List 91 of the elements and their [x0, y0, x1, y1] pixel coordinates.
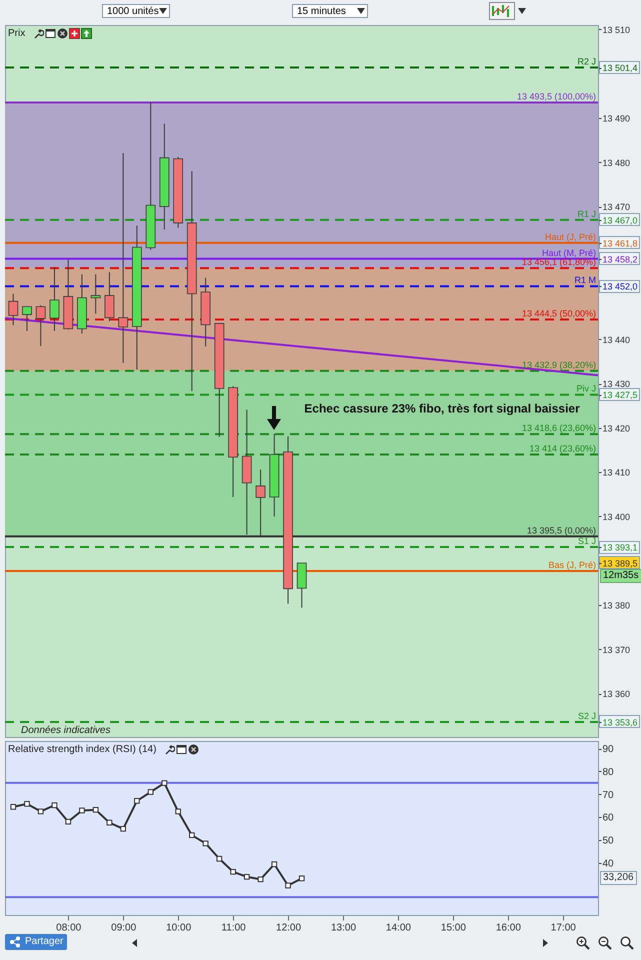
- y-tick-label: 13 353,6: [602, 717, 638, 728]
- point: [134, 798, 140, 804]
- point: [175, 808, 181, 814]
- ref-line-label: Haut (M, Pré): [542, 248, 596, 258]
- x-tick-label: 11:00: [221, 922, 246, 934]
- ref-line-label: S2 J: [578, 710, 596, 721]
- ref-line-label: R1 J: [577, 208, 596, 219]
- point: [120, 826, 126, 832]
- x-tick-label: 16:00: [496, 922, 522, 934]
- x-tick-label: 09:00: [111, 922, 137, 934]
- y-tick-label: 13 410: [602, 468, 630, 478]
- y-tick-label: 13 393,1: [602, 542, 638, 553]
- ref-line-label: R1 M: [574, 275, 596, 286]
- ref-line-label: 13 414 (23,60%): [529, 444, 596, 454]
- y-tick-label: 13 370: [602, 644, 630, 655]
- point: [202, 840, 208, 846]
- y-tick-label: 13 380: [602, 600, 630, 611]
- point: [52, 802, 58, 808]
- y-tick-label: 13 400: [602, 512, 630, 522]
- y-tick-label: 13 420: [602, 423, 630, 434]
- x-tick-label: 13:00: [330, 922, 356, 934]
- point: [244, 874, 250, 880]
- y-tick-label: 13 430: [602, 379, 630, 390]
- point: [38, 808, 44, 814]
- y-tick-label: 13 452,0: [602, 282, 638, 292]
- chart-title: Relative strength index (RSI) (14): [8, 744, 156, 755]
- point: [285, 882, 291, 888]
- y-tick-label: 13 427,5: [602, 390, 638, 400]
- x-tick-label: 17:00: [550, 922, 576, 934]
- text: 1000 unités: [102, 4, 170, 18]
- ref-line-label: R2 J: [577, 56, 596, 67]
- candlestick: [104, 272, 114, 322]
- text: 12m35s: [600, 568, 641, 583]
- y-tick-label: 90: [602, 744, 614, 756]
- point: [216, 856, 222, 862]
- chart-title: Prix: [8, 28, 26, 39]
- point: [258, 876, 264, 882]
- candlestick: [8, 293, 18, 326]
- ref-line-label: 13 493,5 (100,00%): [516, 91, 596, 102]
- text: 33,206: [600, 871, 637, 886]
- ref-line-label: 13 418,6 (23,60%): [522, 423, 596, 434]
- ref-line-label: 13 444,5 (50,00%): [522, 308, 596, 318]
- y-tick-label: 13 490: [602, 113, 630, 124]
- x-tick-label: 15:00: [440, 922, 466, 934]
- ref-line-label: Bas (J, Pré): [548, 560, 596, 570]
- annotation: Echec cassure 23% fibo, très fort signal baissier: [304, 402, 580, 416]
- y-tick-label: 13 461,8: [602, 238, 638, 248]
- point: [162, 780, 168, 786]
- y-tick-label: 13 501,4: [602, 63, 638, 74]
- candlestick: [36, 304, 46, 347]
- candlestick: [90, 274, 101, 314]
- point: [65, 818, 72, 825]
- ref-line-label: 13 432,9 (38,20%): [522, 360, 596, 370]
- y-tick-label: 60: [602, 812, 614, 824]
- point: [230, 868, 236, 875]
- ref-line-label: Haut (J, Pré): [544, 232, 596, 242]
- text: 15 minutes: [292, 4, 368, 18]
- ref-line-label: Piv J: [576, 384, 596, 394]
- candlestick: [118, 152, 128, 364]
- y-tick-label: 13 510: [602, 24, 630, 35]
- point: [10, 804, 16, 810]
- point: [189, 832, 195, 838]
- point: [79, 808, 85, 814]
- candlestick: [22, 306, 32, 332]
- y-tick-label: 40: [602, 858, 614, 870]
- y-tick-label: 80: [602, 766, 614, 778]
- y-tick-label: 13 360: [602, 689, 630, 700]
- point: [298, 876, 305, 882]
- x-tick-label: 12:00: [276, 922, 302, 934]
- y-tick-label: 13 467,0: [602, 215, 638, 226]
- point: [271, 861, 278, 868]
- y-tick-label: 13 470: [602, 202, 630, 212]
- y-tick-label: 13 458,2: [602, 254, 638, 264]
- y-tick-label: 50: [602, 836, 614, 847]
- ref-line-label: 13 395,5 (0,00%): [526, 525, 596, 536]
- candlestick: [50, 266, 60, 332]
- y-tick-label: 70: [602, 790, 614, 801]
- ref-line-label: S1 J: [578, 536, 596, 546]
- ref-line-label: 13 456,1 (61,80%): [522, 257, 596, 268]
- text: Partager: [5, 934, 68, 950]
- point: [106, 820, 112, 826]
- y-tick-label: 13 389,5: [602, 558, 638, 568]
- x-tick-label: 14:00: [386, 922, 412, 934]
- x-tick-label: 08:00: [56, 922, 82, 934]
- annotation: Données indicatives: [21, 725, 110, 737]
- y-tick-label: 13 440: [602, 334, 630, 345]
- point: [148, 789, 154, 795]
- point: [92, 806, 99, 813]
- y-tick-label: 13 480: [602, 158, 630, 168]
- point: [24, 801, 30, 807]
- x-tick-label: 10:00: [166, 922, 192, 934]
